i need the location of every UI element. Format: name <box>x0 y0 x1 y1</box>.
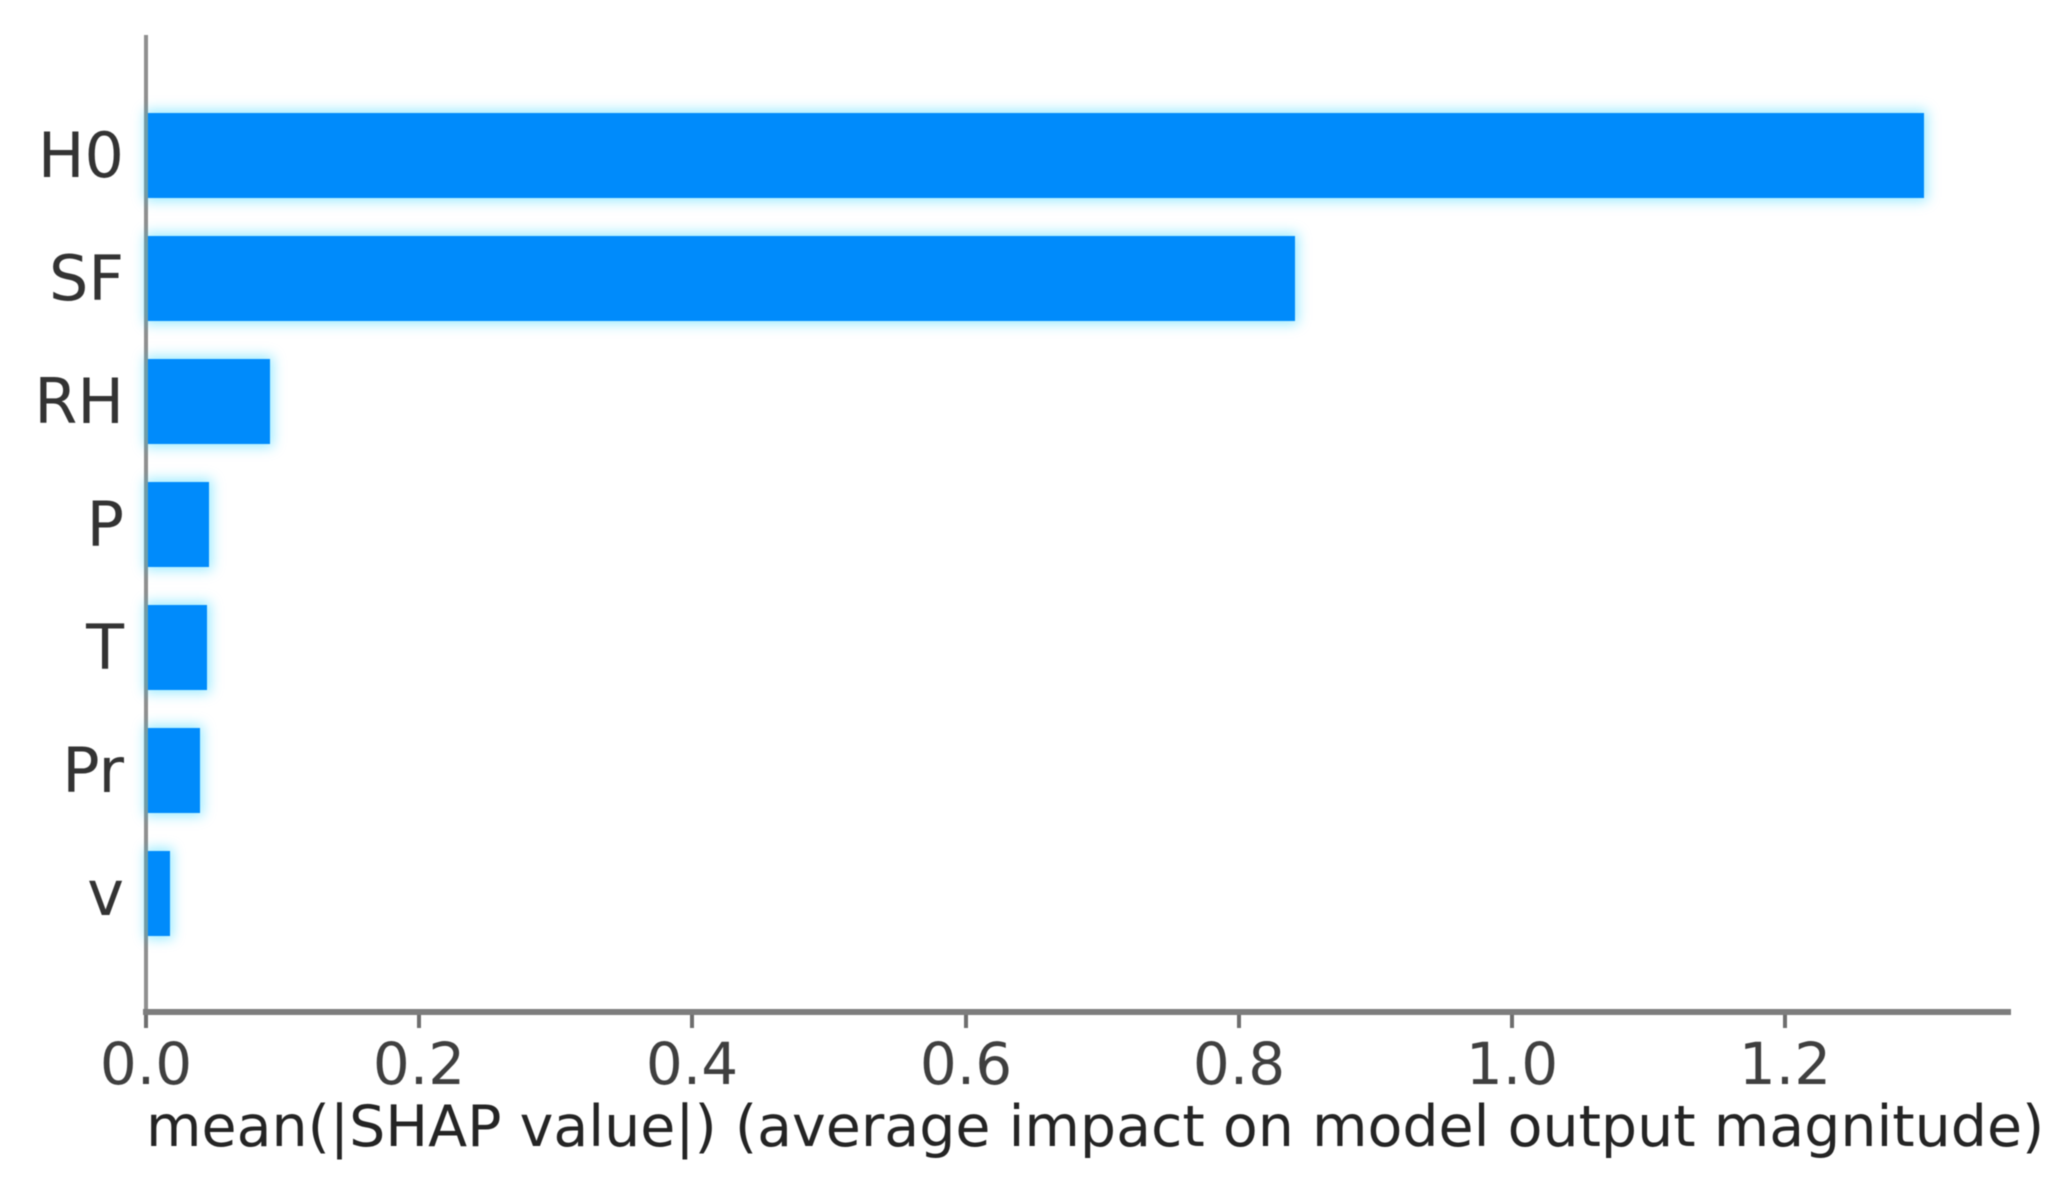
x-tick-0.2 <box>417 1015 421 1028</box>
bar-Pr <box>148 728 200 813</box>
x-tick-label-1.0: 1.0 <box>1465 1030 1559 1098</box>
x-tick-label-1.2: 1.2 <box>1738 1030 1832 1098</box>
category-label-RH: RH <box>34 365 124 438</box>
x-tick-0.8 <box>1237 1015 1241 1028</box>
x-tick-label-0.4: 0.4 <box>645 1030 739 1098</box>
category-label-Pr: Pr <box>62 734 124 807</box>
x-tick-0.0 <box>144 1015 148 1028</box>
y-axis-line <box>144 35 148 1012</box>
x-tick-label-0.6: 0.6 <box>919 1030 1013 1098</box>
category-label-H0: H0 <box>37 119 124 192</box>
x-tick-0.4 <box>690 1015 694 1028</box>
bar-SF <box>148 236 1295 321</box>
category-label-v: v <box>87 857 124 930</box>
bar-RH <box>148 359 270 444</box>
x-tick-label-0.2: 0.2 <box>372 1030 466 1098</box>
category-label-SF: SF <box>48 242 124 315</box>
x-tick-1.2 <box>1783 1015 1787 1028</box>
bar-H0 <box>148 113 1924 198</box>
x-axis-line <box>143 1009 2011 1015</box>
bar-P <box>148 482 209 567</box>
category-label-P: P <box>86 488 124 561</box>
x-axis-label: mean(|SHAP value|) (average impact on mo… <box>146 1094 2045 1160</box>
x-tick-label-0.8: 0.8 <box>1192 1030 1286 1098</box>
x-tick-0.6 <box>964 1015 968 1028</box>
bar-T <box>148 605 207 690</box>
bar-v <box>148 851 170 936</box>
category-label-T: T <box>86 611 124 684</box>
x-tick-1.0 <box>1510 1015 1514 1028</box>
x-tick-label-0.0: 0.0 <box>99 1030 193 1098</box>
